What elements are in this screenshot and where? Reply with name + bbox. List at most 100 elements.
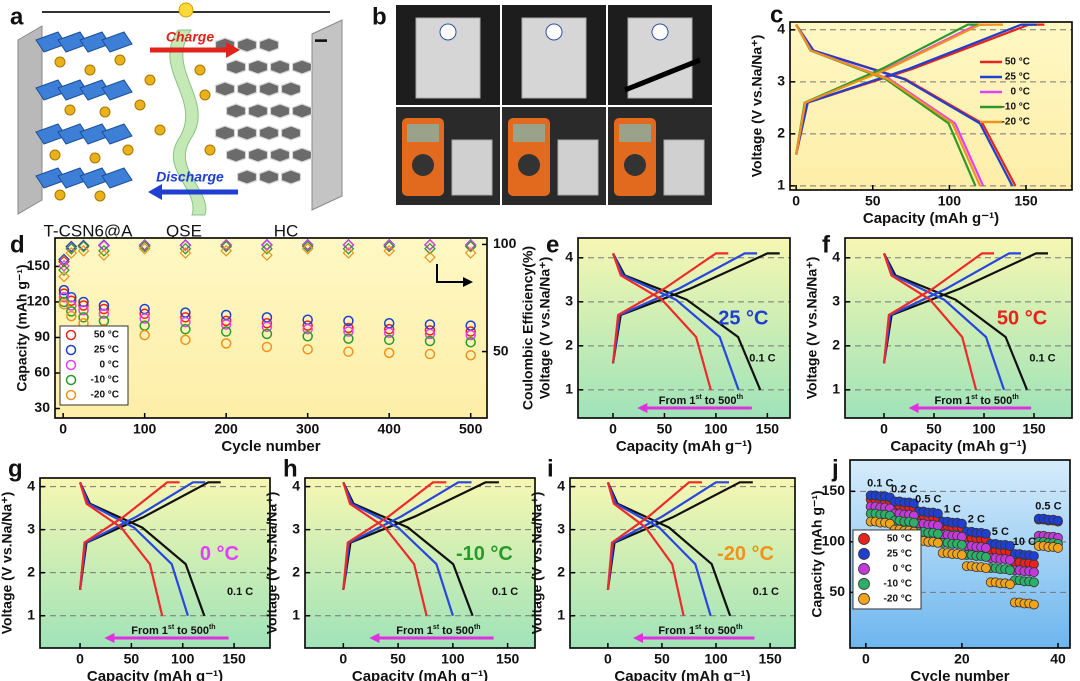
meter-screen [407,124,439,142]
ce-marker [138,242,151,255]
capacity-marker [98,303,110,315]
capacity-marker [220,326,232,337]
ce-marker [342,239,355,251]
capacity-marker [261,321,273,333]
y-tick-label: 2 [565,337,573,353]
ion [64,104,76,116]
cut [624,57,701,93]
panel-label: c [770,1,783,28]
meter-screen [513,124,545,142]
ion [194,64,206,76]
capacity-marker [908,517,919,528]
curve [795,23,1003,187]
ce-marker [301,239,314,252]
logo [439,23,457,41]
y-tick-label: 3 [777,73,785,89]
cycle-note-part: th [737,394,744,401]
cycle-note-part: st [433,624,440,631]
capacity-marker [343,326,354,337]
sheet [101,167,133,189]
capacity-marker [58,291,70,303]
legend-swatch [65,359,77,371]
x-tick-label: 300 [296,421,320,437]
cycle-note-part: st [168,624,175,631]
capacity-marker [180,312,191,323]
capacity-marker [343,315,354,327]
panel-label: d [10,231,25,258]
x-tick-label: 50 [124,651,140,667]
capacity-marker [1005,579,1015,590]
x-axis-label: Cycle number [221,438,320,455]
capacity-marker [383,347,395,359]
legend-label: -10 °C [1002,102,1030,113]
ce-marker [179,247,192,259]
x-tick-label: 0 [76,651,84,667]
pouch [663,139,705,196]
legend-label: -10 °C [91,375,119,386]
y-tick-label: 150 [27,257,51,273]
ce-marker [77,239,90,252]
ce-marker [220,239,233,252]
pouch [451,139,493,196]
ion [89,152,101,164]
ce-marker [301,240,314,253]
arrow-head [226,42,240,58]
ce-marker [261,242,273,255]
rate-label: 0.2 C [891,483,917,495]
y-tick-label: 1 [292,606,300,622]
plot-frame [849,459,1071,649]
capacity-marker [465,326,476,337]
ce-marker [138,239,151,252]
y-tick-label: 1 [27,606,35,622]
capacity-marker [957,550,967,560]
x-tick-label: 50 [926,421,942,437]
legend-label: 0 °C [1010,87,1030,98]
plot-background [845,238,1072,418]
ce-marker [383,239,396,251]
ce-marker [58,255,70,268]
capacity-marker [1029,577,1039,588]
cathode-sheets [35,31,133,189]
capacity-marker [343,322,354,334]
plot-area [795,23,1045,187]
cycle-note-part: to 500 [442,625,474,637]
x-tick-label: 0 [604,651,612,667]
y-tick-label: 2 [27,563,35,579]
ce-marker [220,240,233,253]
capacity-marker [465,336,476,348]
capacity-marker [933,508,943,519]
y-tick-label: 3 [27,520,35,536]
legend-label: 0 °C [99,360,119,371]
plot-area [611,252,780,391]
legend-label: 0 °C [892,564,912,575]
photo-grid [396,5,712,205]
x-tick-label: 0 [609,421,617,437]
x-tick-label: 20 [954,651,970,667]
y-tick-label: 4 [557,477,565,493]
capacity-marker [981,552,991,562]
panel-label: a [10,3,24,30]
y-tick-label: 1 [832,381,840,397]
x-tick-label: 400 [378,421,402,437]
x-tick-label: 50 [865,193,881,209]
rate-label: 0.5 C [1035,501,1061,513]
x-axis-label: Capacity (mAh g⁻¹) [614,668,750,681]
cycle-note-part: From 1 [934,395,971,407]
temperature-label: 50 °C [997,307,1047,329]
capacity-marker [261,341,273,353]
ce-marker [58,264,70,276]
plot-frame [54,237,488,419]
pouch [557,139,599,196]
cycle-note-part: th [1012,394,1019,401]
plot-frame [304,477,536,649]
panel-label: b [372,3,387,30]
temperature-label: 0 °C [200,543,239,565]
capacity-marker [424,328,436,340]
hexagon [291,103,313,119]
sheet [101,123,133,145]
ce-marker [464,247,477,259]
hexagon [225,103,247,119]
hexagon [236,81,258,97]
ion [84,64,96,76]
